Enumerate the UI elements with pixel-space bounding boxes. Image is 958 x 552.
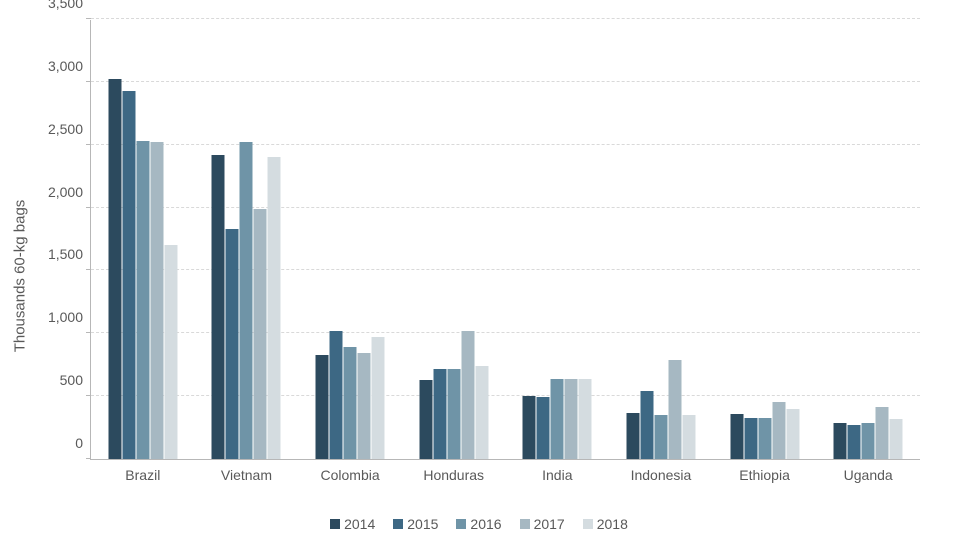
bar-cluster	[212, 20, 281, 459]
y-tick-label: 3,000	[48, 58, 91, 74]
legend: 2014 2015 2016 2017 2018	[0, 516, 958, 532]
category-group: India	[506, 20, 610, 459]
legend-item: 2015	[393, 516, 438, 532]
legend-swatch	[330, 519, 340, 529]
bar	[358, 353, 371, 459]
gridline	[91, 18, 920, 19]
bar	[433, 369, 446, 460]
bar	[108, 79, 121, 459]
legend-item: 2014	[330, 516, 375, 532]
bar	[848, 425, 861, 459]
bar	[226, 229, 239, 459]
bar	[150, 142, 163, 459]
plot-area: 05001,0001,5002,0002,5003,0003,500Brazil…	[90, 20, 920, 460]
bar	[551, 379, 564, 459]
coffee-exports-chart: Thousands 60-kg bags 05001,0001,5002,000…	[0, 0, 958, 552]
legend-label: 2017	[534, 516, 565, 532]
legend-label: 2014	[344, 516, 375, 532]
category-group: Indonesia	[609, 20, 713, 459]
bar	[862, 423, 875, 459]
category-label: Honduras	[423, 459, 484, 483]
category-label: Colombia	[320, 459, 379, 483]
bar	[565, 379, 578, 459]
category-label: Uganda	[844, 459, 893, 483]
legend-swatch	[583, 519, 593, 529]
category-group: Brazil	[91, 20, 195, 459]
bar	[876, 407, 889, 459]
bar	[254, 209, 267, 459]
bar	[890, 419, 903, 459]
bar	[136, 141, 149, 459]
category-label: Brazil	[125, 459, 160, 483]
y-tick-mark	[86, 18, 91, 19]
bar	[344, 347, 357, 459]
y-tick-label: 1,500	[48, 246, 91, 262]
bar	[164, 245, 177, 459]
bar	[419, 380, 432, 459]
bar-cluster	[316, 20, 385, 459]
bar	[212, 155, 225, 459]
bar-cluster	[834, 20, 903, 459]
bar	[372, 337, 385, 459]
bar	[122, 91, 135, 459]
category-group: Uganda	[816, 20, 920, 459]
bar	[268, 157, 281, 459]
category-label: Vietnam	[221, 459, 272, 483]
y-tick-label: 1,000	[48, 309, 91, 325]
category-label: Indonesia	[631, 459, 692, 483]
bar	[447, 369, 460, 460]
bar	[744, 418, 757, 459]
bar	[330, 331, 343, 459]
legend-item: 2017	[520, 516, 565, 532]
y-tick-label: 3,500	[48, 0, 91, 11]
legend-item: 2018	[583, 516, 628, 532]
bar	[579, 379, 592, 459]
bar	[640, 391, 653, 459]
bar-cluster	[523, 20, 592, 459]
bar	[316, 355, 329, 459]
bar	[537, 397, 550, 459]
bar-cluster	[108, 20, 177, 459]
bar	[240, 142, 253, 459]
legend-swatch	[393, 519, 403, 529]
bar	[682, 415, 695, 459]
bar	[758, 418, 771, 459]
legend-label: 2016	[470, 516, 501, 532]
bar	[654, 415, 667, 459]
category-label: Ethiopia	[739, 459, 790, 483]
legend-swatch	[456, 519, 466, 529]
bar	[730, 414, 743, 459]
bar	[668, 360, 681, 459]
legend-label: 2018	[597, 516, 628, 532]
y-tick-label: 2,000	[48, 184, 91, 200]
category-group: Colombia	[298, 20, 402, 459]
bar-cluster	[419, 20, 488, 459]
legend-swatch	[520, 519, 530, 529]
legend-item: 2016	[456, 516, 501, 532]
bar	[523, 396, 536, 459]
category-label: India	[542, 459, 572, 483]
bar	[772, 402, 785, 459]
bar-cluster	[730, 20, 799, 459]
y-tick-label: 500	[60, 372, 91, 388]
bar	[834, 423, 847, 459]
y-tick-label: 2,500	[48, 121, 91, 137]
legend-label: 2015	[407, 516, 438, 532]
category-group: Vietnam	[195, 20, 299, 459]
category-group: Ethiopia	[713, 20, 817, 459]
bar	[475, 366, 488, 459]
y-axis-title: Thousands 60-kg bags	[12, 200, 29, 353]
bar	[461, 331, 474, 459]
bar	[626, 413, 639, 460]
bar-cluster	[626, 20, 695, 459]
category-group: Honduras	[402, 20, 506, 459]
y-tick-label: 0	[75, 435, 91, 451]
bar	[786, 409, 799, 459]
